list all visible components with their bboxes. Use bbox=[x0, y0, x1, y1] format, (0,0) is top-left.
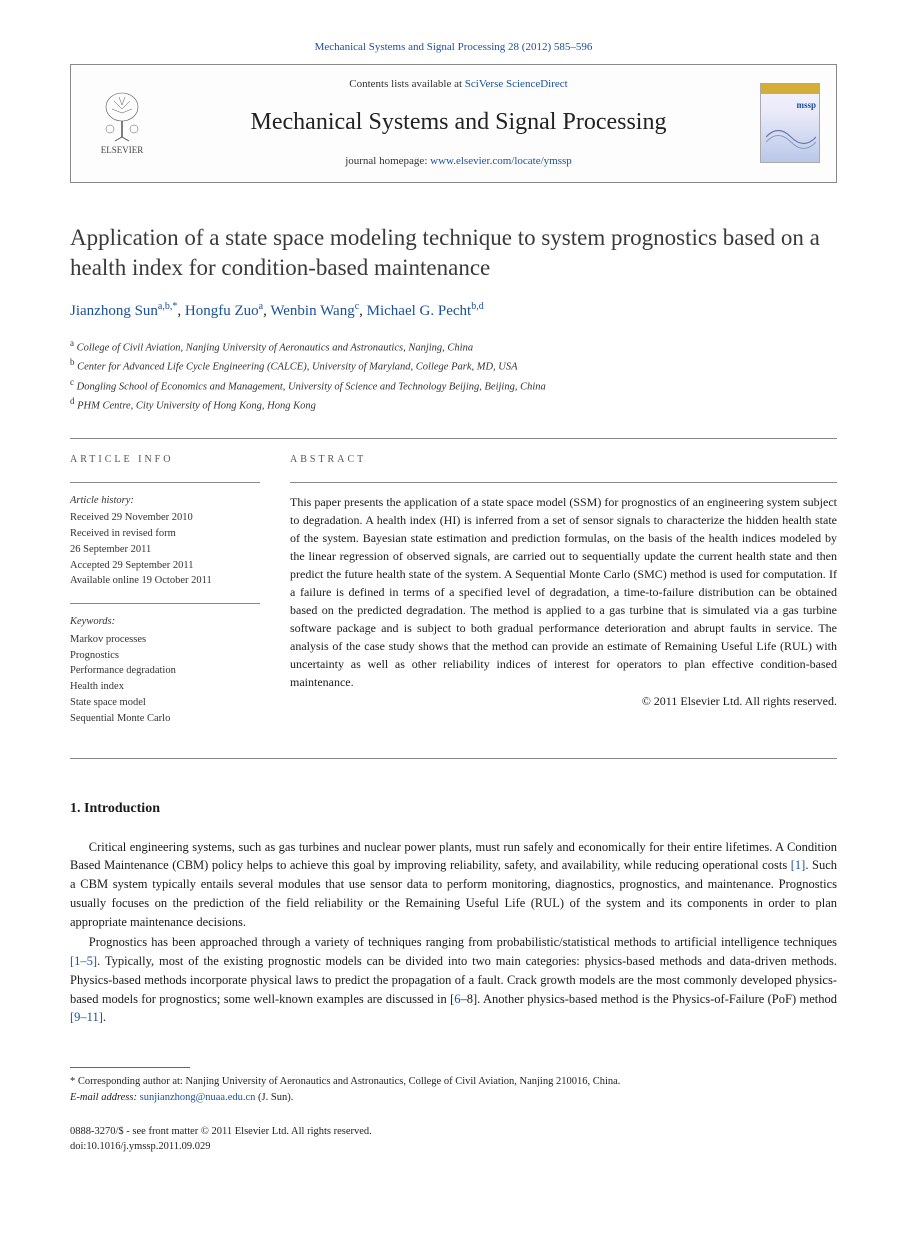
author-email-link[interactable]: sunjianzhong@nuaa.edu.cn bbox=[140, 1092, 256, 1103]
section-1-body: Critical engineering systems, such as ga… bbox=[70, 838, 837, 1028]
history-label: Article history: bbox=[70, 493, 260, 509]
header-center: Contents lists available at SciVerse Sci… bbox=[173, 77, 744, 170]
cover-wave-icon bbox=[766, 122, 816, 152]
section-1-heading: 1. Introduction bbox=[70, 799, 837, 819]
keyword-5: Sequential Monte Carlo bbox=[70, 711, 260, 727]
keyword-2: Performance degradation bbox=[70, 663, 260, 679]
contents-available-line: Contents lists available at SciVerse Sci… bbox=[173, 77, 744, 93]
keywords-block: Keywords: Markov processes Prognostics P… bbox=[70, 614, 260, 726]
history-online: Available online 19 October 2011 bbox=[70, 573, 260, 589]
contents-prefix: Contents lists available at bbox=[349, 78, 464, 90]
journal-reference: Mechanical Systems and Signal Processing… bbox=[70, 40, 837, 56]
email-suffix: (J. Sun). bbox=[255, 1092, 293, 1103]
article-info-column: article info Article history: Received 2… bbox=[70, 453, 260, 740]
article-history-block: Article history: Received 29 November 20… bbox=[70, 493, 260, 590]
abstract-heading: abstract bbox=[290, 453, 837, 468]
author-link-2[interactable]: Hongfu Zuo bbox=[185, 303, 259, 319]
footnote-rule bbox=[70, 1067, 190, 1068]
article-info-heading: article info bbox=[70, 453, 260, 468]
journal-header-box: ELSEVIER Contents lists available at Sci… bbox=[70, 64, 837, 183]
citation-1[interactable]: [1] bbox=[791, 858, 806, 872]
email-label: E-mail address: bbox=[70, 1092, 140, 1103]
email-line: E-mail address: sunjianzhong@nuaa.edu.cn… bbox=[70, 1090, 837, 1106]
abstract-rule bbox=[290, 482, 837, 483]
corresponding-author-footnote: * Corresponding author at: Nanjing Unive… bbox=[70, 1074, 837, 1090]
corresponding-author-marker[interactable]: * bbox=[172, 301, 177, 312]
keyword-1: Prognostics bbox=[70, 648, 260, 664]
affiliations-block: a College of Civil Aviation, Nanjing Uni… bbox=[70, 337, 837, 414]
authors-line: Jianzhong Suna,b,*, Hongfu Zuoa, Wenbin … bbox=[70, 300, 837, 323]
doi-line: doi:10.1016/j.ymssp.2011.09.029 bbox=[70, 1139, 837, 1155]
elsevier-tree-icon bbox=[97, 89, 147, 144]
journal-homepage-line: journal homepage: www.elsevier.com/locat… bbox=[173, 154, 744, 170]
journal-cover-thumbnail: mssp bbox=[760, 83, 820, 163]
elsevier-logo: ELSEVIER bbox=[87, 83, 157, 163]
journal-title: Mechanical Systems and Signal Processing bbox=[173, 105, 744, 140]
intro-paragraph-1: Critical engineering systems, such as ga… bbox=[70, 838, 837, 932]
abstract-copyright: © 2011 Elsevier Ltd. All rights reserved… bbox=[290, 693, 837, 710]
author-3-affil-sup: c bbox=[355, 301, 359, 312]
elsevier-label: ELSEVIER bbox=[101, 144, 144, 157]
author-2-affil-sup: a bbox=[259, 301, 263, 312]
journal-homepage-link[interactable]: www.elsevier.com/locate/ymssp bbox=[430, 155, 572, 167]
keyword-3: Health index bbox=[70, 679, 260, 695]
footnote-block: * Corresponding author at: Nanjing Unive… bbox=[70, 1074, 837, 1106]
keywords-label: Keywords: bbox=[70, 614, 260, 630]
citation-1-5[interactable]: [1–5] bbox=[70, 954, 97, 968]
affiliation-c: c Dongling School of Economics and Manag… bbox=[70, 376, 837, 395]
affiliation-b: b Center for Advanced Life Cycle Enginee… bbox=[70, 356, 837, 375]
footer-meta: 0888-3270/$ - see front matter © 2011 El… bbox=[70, 1124, 837, 1156]
citation-9-11[interactable]: [9–11] bbox=[70, 1010, 103, 1024]
issn-copyright-line: 0888-3270/$ - see front matter © 2011 El… bbox=[70, 1124, 837, 1140]
info-abstract-row: article info Article history: Received 2… bbox=[70, 439, 837, 758]
homepage-prefix: journal homepage: bbox=[345, 155, 430, 167]
author-4-affil-sup: b,d bbox=[471, 301, 484, 312]
history-accepted: Accepted 29 September 2011 bbox=[70, 558, 260, 574]
article-title: Application of a state space modeling te… bbox=[70, 223, 837, 283]
bottom-rule bbox=[70, 758, 837, 759]
cover-label: mssp bbox=[764, 99, 816, 112]
author-link-1[interactable]: Jianzhong Sun bbox=[70, 303, 158, 319]
affiliation-d: d PHM Centre, City University of Hong Ko… bbox=[70, 395, 837, 414]
info-rule-2 bbox=[70, 603, 260, 604]
info-rule-1 bbox=[70, 482, 260, 483]
abstract-column: abstract This paper presents the applica… bbox=[290, 453, 837, 740]
abstract-text: This paper presents the application of a… bbox=[290, 493, 837, 691]
author-link-4[interactable]: Michael G. Pecht bbox=[367, 303, 472, 319]
intro-paragraph-2: Prognostics has been approached through … bbox=[70, 933, 837, 1027]
history-revised-1: Received in revised form bbox=[70, 526, 260, 542]
author-1-affil-sup: a,b,* bbox=[158, 301, 177, 312]
author-link-3[interactable]: Wenbin Wang bbox=[270, 303, 354, 319]
keyword-0: Markov processes bbox=[70, 632, 260, 648]
sciencedirect-link[interactable]: SciVerse ScienceDirect bbox=[465, 78, 568, 90]
affiliation-a: a College of Civil Aviation, Nanjing Uni… bbox=[70, 337, 837, 356]
history-received: Received 29 November 2010 bbox=[70, 510, 260, 526]
history-revised-2: 26 September 2011 bbox=[70, 542, 260, 558]
keyword-4: State space model bbox=[70, 695, 260, 711]
